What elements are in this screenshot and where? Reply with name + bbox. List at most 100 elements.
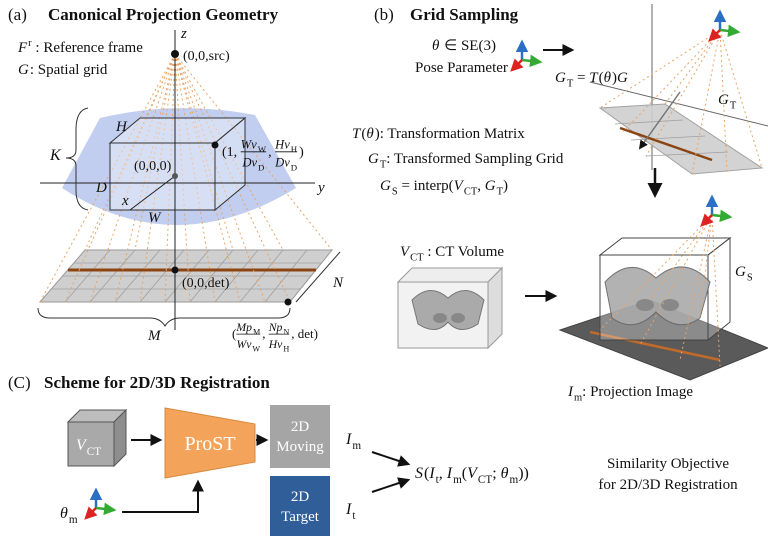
- subscript: t: [352, 510, 356, 522]
- m-label: M: [147, 328, 162, 344]
- ct-volume: [398, 268, 502, 348]
- math-text: )): [518, 465, 529, 482]
- panel-title: Scheme for 2D/3D Registration: [44, 373, 270, 392]
- math-text: I: [428, 465, 435, 482]
- pose-caption: Pose Parameter: [415, 60, 508, 76]
- subscript: m: [453, 474, 462, 486]
- grid-label: G: Spatial grid: [18, 62, 108, 78]
- cube: [110, 118, 245, 210]
- math-text: ): [503, 178, 508, 194]
- source-label: (0,0,src): [183, 49, 230, 64]
- math-text: θ: [501, 465, 509, 482]
- math-text: I: [446, 465, 453, 482]
- math-text: I: [345, 501, 352, 518]
- math-text: G: [368, 151, 379, 167]
- z-label: z: [180, 26, 187, 42]
- origin-point: [172, 173, 178, 179]
- math-text: θ: [604, 70, 612, 86]
- math-text: G: [718, 92, 729, 108]
- subscript: M: [253, 327, 261, 336]
- math-text: θ: [432, 38, 440, 54]
- corner-point: [212, 142, 219, 149]
- panel-tag: (C): [8, 373, 31, 392]
- subscript: H: [283, 344, 289, 353]
- subscript: m: [574, 393, 582, 404]
- panel-tag: (b): [374, 5, 394, 24]
- origin-label: (0,0,0): [134, 159, 172, 174]
- subscript: CT: [478, 474, 492, 486]
- math-text: : Transformed Sampling Grid: [386, 151, 564, 167]
- math-text: Hv: [268, 338, 283, 351]
- math-text: I: [567, 384, 574, 400]
- math-text: =: [573, 70, 589, 86]
- math-text: ,: [439, 465, 447, 482]
- gt-equation: GT = T(θ)G: [555, 70, 628, 90]
- arrow: [372, 480, 408, 492]
- panel-title: Canonical Projection Geometry: [48, 5, 279, 24]
- w-label: W: [148, 210, 162, 226]
- math-text: F: [17, 40, 28, 56]
- math-text: ): [299, 145, 304, 160]
- moving-label: 2D: [291, 419, 310, 435]
- math-text: θ: [60, 505, 68, 522]
- h-label: H: [115, 119, 128, 135]
- moving-box: [270, 405, 330, 468]
- theta-axes-icon: [86, 490, 114, 518]
- math-text: : Reference frame: [32, 40, 144, 56]
- math-text: Np: [268, 321, 283, 334]
- subscript: W: [258, 144, 267, 154]
- math-text: = interp(: [398, 178, 454, 194]
- det-corner-label: (MpMWvW, NpNHvH, det): [232, 321, 318, 353]
- arrow: [372, 452, 408, 464]
- math-text: S: [415, 465, 423, 482]
- objective-label: Similarity Objective: [607, 456, 729, 472]
- math-text: ): Transformation Matrix: [375, 126, 525, 142]
- k-label: K: [49, 147, 62, 164]
- pose-label: θ ∈ SE(3): [432, 38, 496, 54]
- page: (a) Canonical Projection Geometry Fr : R…: [0, 0, 768, 538]
- panel-title: Grid Sampling: [410, 5, 519, 24]
- math-text: , det): [291, 326, 318, 341]
- it-label: It: [345, 501, 356, 522]
- projection-scene: [560, 197, 768, 380]
- transformed-grid: [590, 4, 768, 174]
- interp-equation: GS = interp(VCT, GT): [380, 178, 508, 198]
- objective-label: for 2D/3D Registration: [598, 477, 738, 493]
- subscript: D: [291, 162, 298, 172]
- frame-label: Fr : Reference frame: [17, 38, 143, 56]
- arrow: [122, 482, 198, 512]
- subscript: CT: [410, 253, 424, 264]
- math-text: (1,: [222, 145, 241, 160]
- detector-point: [172, 267, 179, 274]
- figure: (a) Canonical Projection Geometry Fr : R…: [0, 0, 768, 538]
- math-text: : Projection Image: [582, 384, 693, 400]
- subscript: CT: [464, 187, 478, 198]
- fraction-denominator: WvW: [236, 338, 260, 354]
- math-text: Hv: [274, 137, 290, 151]
- target-label: 2D: [291, 489, 310, 505]
- math-text: G: [617, 70, 628, 86]
- subscript: m: [69, 514, 78, 526]
- target-label: Target: [281, 509, 320, 525]
- grid-definition: GT: Transformed Sampling Grid: [368, 151, 564, 171]
- math-text: I: [345, 431, 352, 448]
- target-box: [270, 476, 330, 536]
- math-text: G: [380, 178, 391, 194]
- math-text: G: [485, 178, 496, 194]
- math-text: G: [735, 264, 746, 280]
- detector-label: (0,0,det): [182, 276, 230, 291]
- det-corner-point: [285, 299, 292, 306]
- math-text: ,: [268, 145, 275, 160]
- subscript: m: [510, 474, 519, 486]
- y-label: y: [316, 180, 325, 196]
- subscript: H: [291, 144, 298, 154]
- math-text: G: [555, 70, 566, 86]
- transform-label: T(θ): Transformation Matrix: [352, 126, 525, 142]
- math-text: Wv: [236, 338, 252, 351]
